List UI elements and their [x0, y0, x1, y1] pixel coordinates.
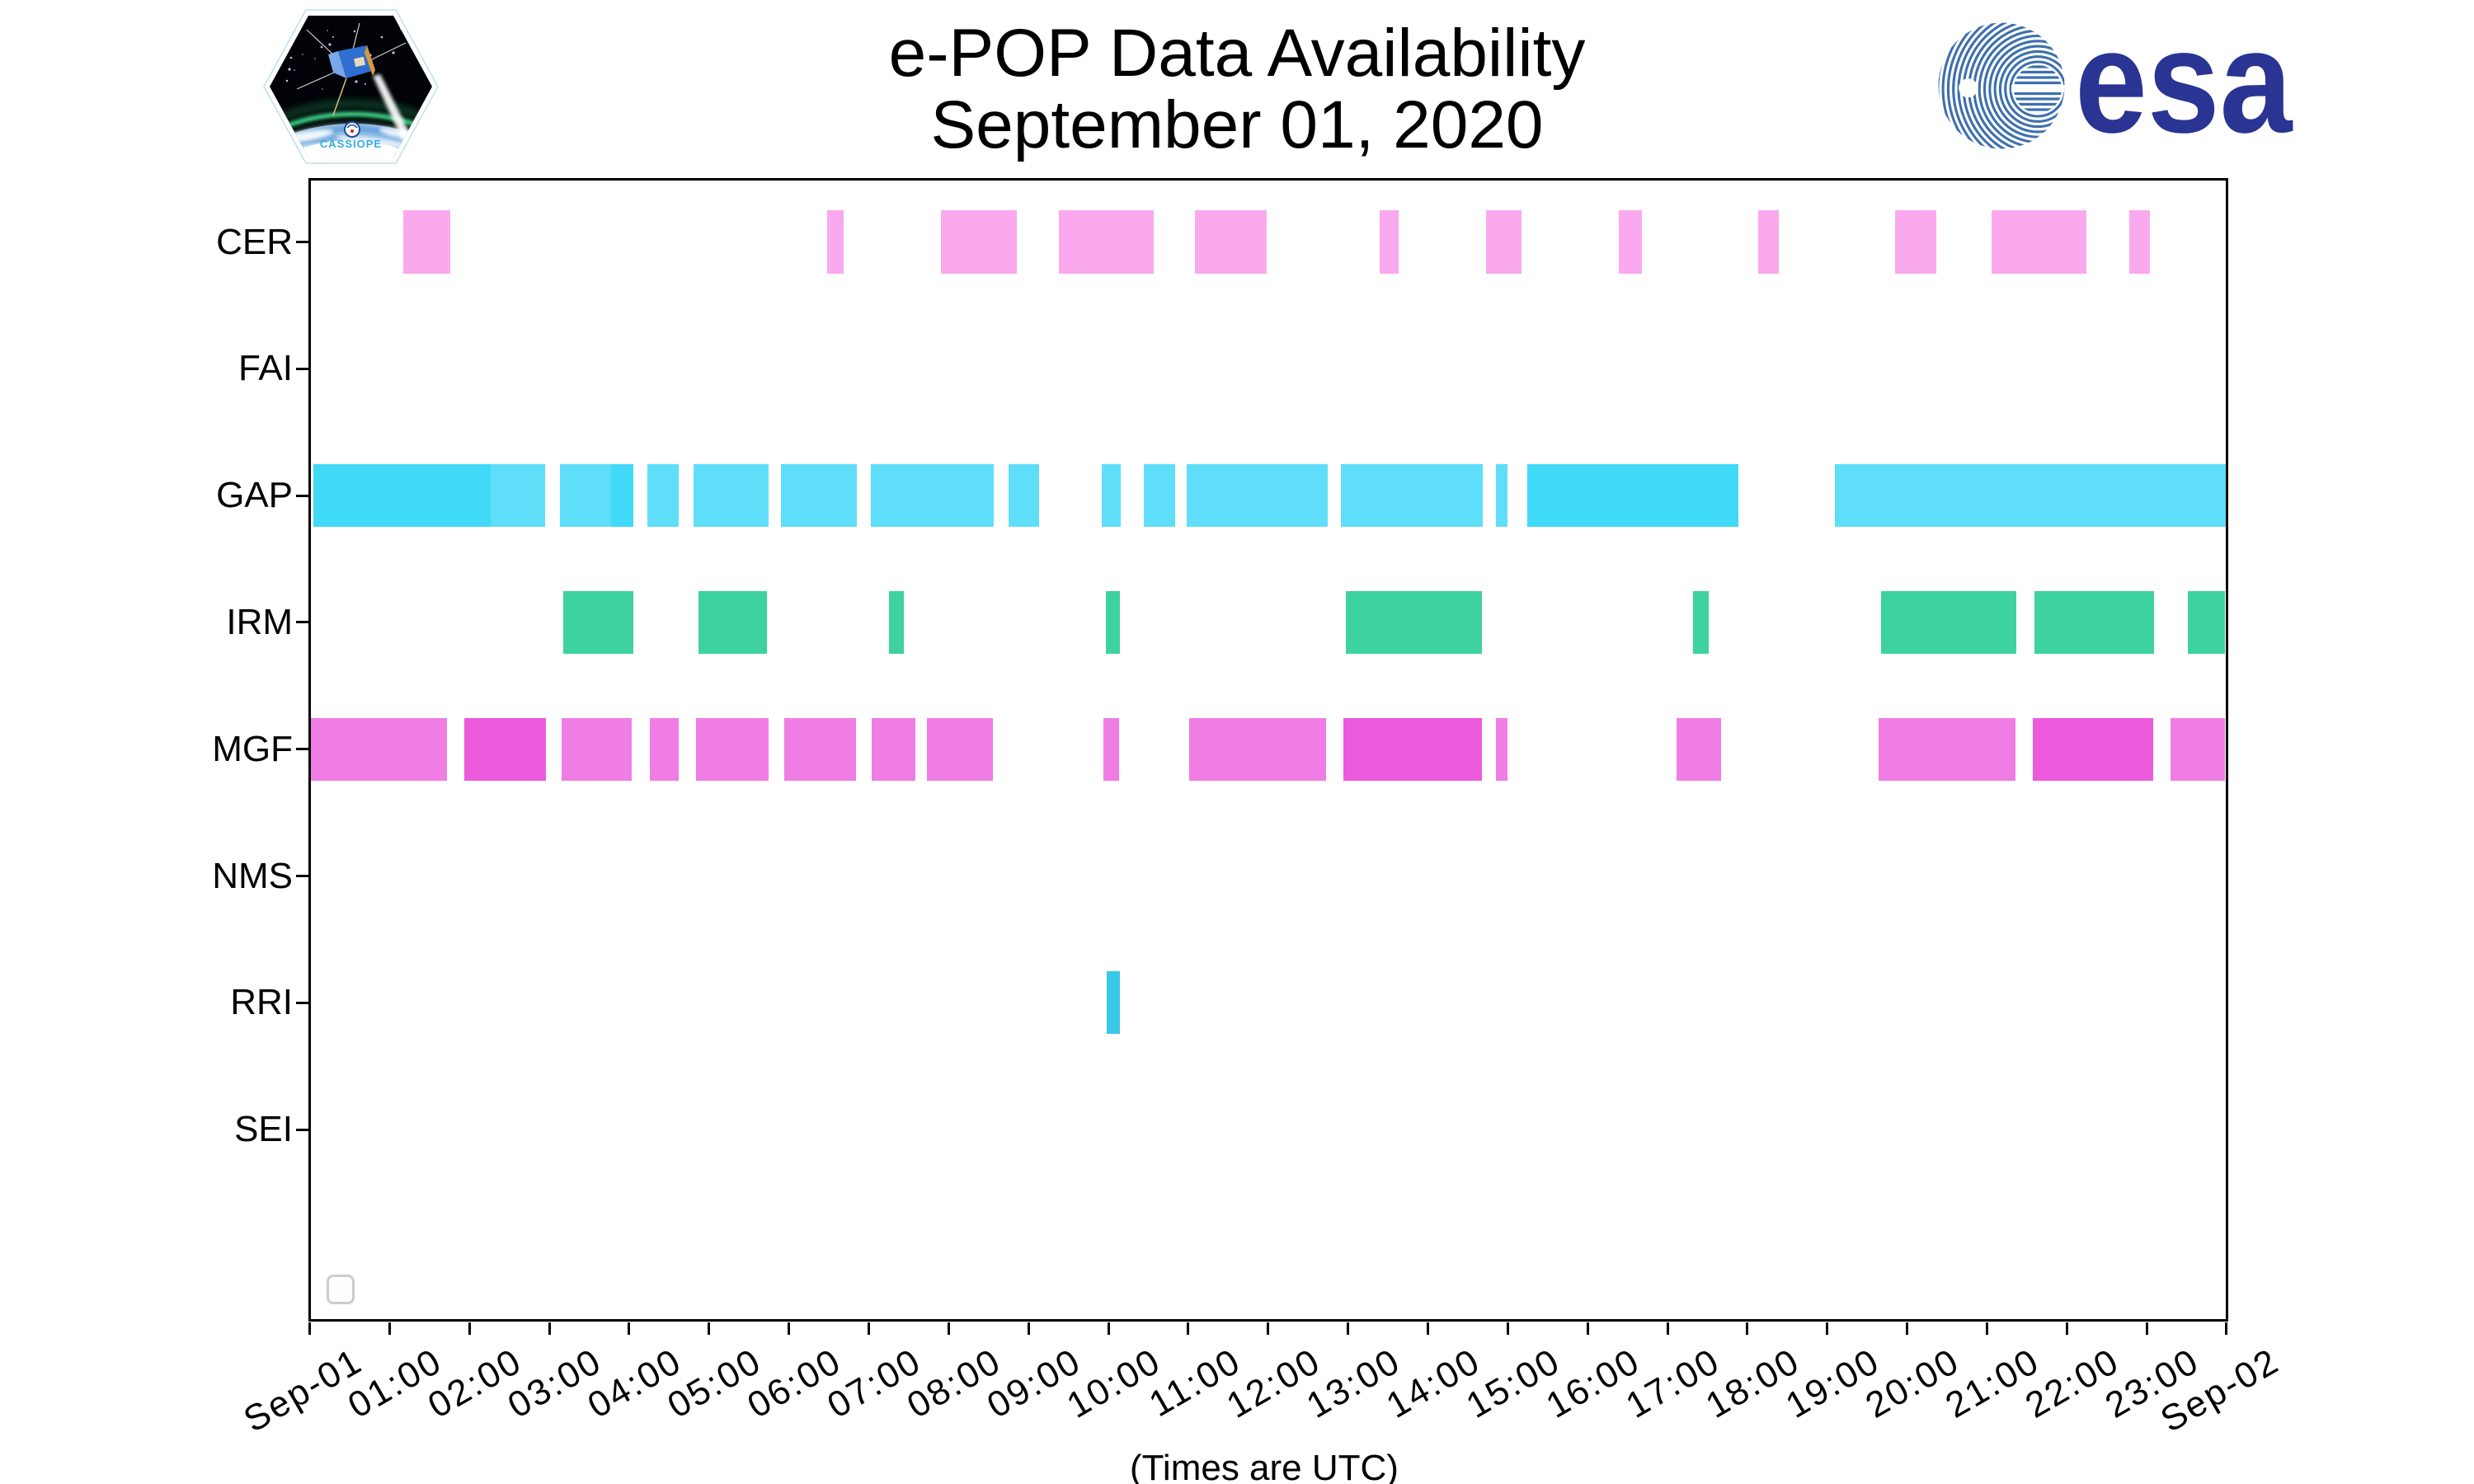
svg-text:18:00: 18:00: [1699, 1341, 1807, 1426]
svg-text:16:00: 16:00: [1540, 1341, 1648, 1426]
svg-text:20:00: 20:00: [1859, 1341, 1967, 1426]
svg-text:14:00: 14:00: [1380, 1341, 1488, 1426]
svg-text:04:00: 04:00: [581, 1341, 689, 1426]
svg-text:03:00: 03:00: [501, 1341, 609, 1426]
svg-text:13:00: 13:00: [1300, 1341, 1408, 1426]
svg-text:07:00: 07:00: [821, 1341, 929, 1426]
svg-text:06:00: 06:00: [741, 1341, 849, 1426]
svg-text:15:00: 15:00: [1460, 1341, 1568, 1426]
svg-text:21:00: 21:00: [1939, 1341, 2047, 1426]
svg-text:05:00: 05:00: [661, 1341, 769, 1426]
svg-text:22:00: 22:00: [2019, 1341, 2127, 1426]
svg-text:09:00: 09:00: [981, 1341, 1089, 1426]
svg-text:01:00: 01:00: [341, 1341, 449, 1426]
svg-text:17:00: 17:00: [1620, 1341, 1728, 1426]
svg-text:02:00: 02:00: [421, 1341, 529, 1426]
svg-text:08:00: 08:00: [901, 1341, 1009, 1426]
svg-text:12:00: 12:00: [1220, 1341, 1328, 1426]
svg-text:19:00: 19:00: [1779, 1341, 1887, 1426]
svg-text:10:00: 10:00: [1061, 1341, 1169, 1426]
